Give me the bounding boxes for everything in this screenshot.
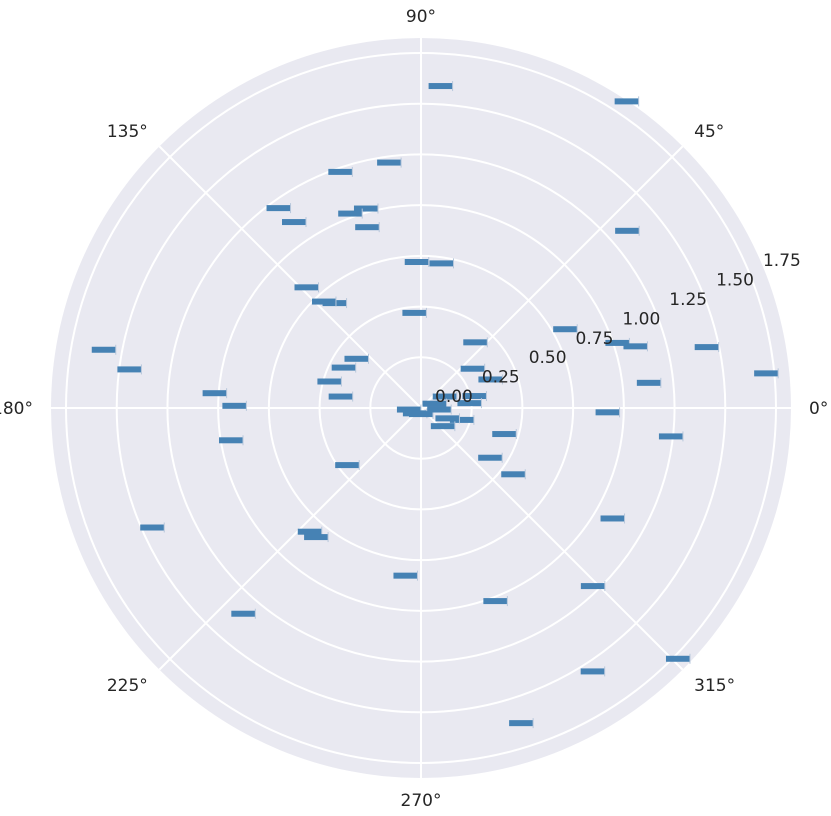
bar-mark-61 <box>427 406 452 413</box>
bar-mark-32 <box>580 668 605 675</box>
bar-mark-5 <box>377 159 402 166</box>
bar-mark-20 <box>328 393 353 400</box>
radial-tick-label-5: 1.25 <box>669 290 707 310</box>
bar-mark-21 <box>202 390 227 397</box>
bar-mark-15 <box>344 355 369 362</box>
bar-mark-17 <box>331 364 356 371</box>
angular-gridline-3 <box>158 145 422 409</box>
bar-mark-47 <box>462 393 487 400</box>
bar-mark-36 <box>478 454 503 461</box>
grid-lines <box>51 38 791 778</box>
angle-tick-label-1: 45° <box>694 122 724 142</box>
bar-mark-26 <box>297 528 322 535</box>
bar-mark-7 <box>355 224 380 231</box>
bar-mark-11 <box>404 259 429 266</box>
radial-tick-label-0: 0.00 <box>435 387 473 407</box>
bar-mark-30 <box>509 720 534 727</box>
bar-mark-16 <box>294 284 319 291</box>
bar-mark-50 <box>460 365 485 372</box>
bar-mark-12 <box>282 219 307 226</box>
bar-mark-49 <box>463 339 488 346</box>
radial-tick-label-6: 1.50 <box>716 271 754 291</box>
angular-gridline-7 <box>420 407 684 671</box>
bar-mark-58 <box>408 411 433 418</box>
angle-tick-label-7: 315° <box>694 676 735 696</box>
bar-mark-0 <box>614 98 639 105</box>
bar-mark-43 <box>605 339 630 346</box>
bar-mark-46 <box>754 370 779 377</box>
bar-mark-18 <box>91 346 116 353</box>
bar-mark-19 <box>117 366 142 373</box>
data-marks <box>91 81 779 729</box>
angle-tick-label-0: 0° <box>809 399 828 419</box>
bar-mark-3 <box>615 227 640 234</box>
bar-mark-4 <box>428 83 453 90</box>
bar-mark-40 <box>595 409 620 416</box>
angle-tick-label-2: 90° <box>406 7 436 27</box>
bar-mark-2 <box>402 309 427 316</box>
bar-mark-42 <box>636 379 661 386</box>
bar-mark-10 <box>328 168 353 175</box>
bar-mark-14 <box>311 298 336 305</box>
bar-mark-35 <box>501 471 526 478</box>
angle-tick-label-5: 225° <box>107 676 148 696</box>
bar-mark-23 <box>219 437 244 444</box>
bar-mark-31 <box>483 598 508 605</box>
bar-mark-37 <box>492 431 517 438</box>
bar-mark-52 <box>317 378 342 385</box>
bar-mark-41 <box>658 433 683 440</box>
bar-mark-8 <box>266 205 291 212</box>
bar-mark-25 <box>335 462 360 469</box>
angle-tick-label-6: 270° <box>401 791 442 811</box>
bar-mark-24 <box>140 524 165 531</box>
bar-mark-9 <box>338 210 363 217</box>
bar-mark-1 <box>553 326 578 333</box>
angle-tick-label-3: 135° <box>107 122 148 142</box>
radial-tick-label-2: 0.50 <box>529 348 567 368</box>
bar-mark-38 <box>600 515 625 522</box>
bar-mark-48 <box>478 376 503 383</box>
bar-mark-29 <box>393 572 418 579</box>
bar-mark-33 <box>580 583 605 590</box>
angular-gridline-1 <box>420 145 684 409</box>
bar-mark-45 <box>694 344 719 351</box>
bar-mark-28 <box>231 610 256 617</box>
angle-tick-label-4: 180° <box>0 399 33 419</box>
radial-tick-labels: 0.00 0.25 0.50 0.75 1.00 1.25 1.50 1.75 <box>435 251 801 407</box>
bar-mark-59 <box>422 400 447 407</box>
bar-mark-39 <box>449 416 474 423</box>
bar-mark-34 <box>665 655 690 662</box>
bar-mark-55 <box>430 423 455 430</box>
radial-tick-label-1: 0.25 <box>482 368 520 388</box>
radial-tick-label-7: 1.75 <box>763 251 801 271</box>
bar-mark-54 <box>457 400 482 407</box>
bar-mark-56 <box>396 406 421 413</box>
bar-mark-60 <box>435 415 460 422</box>
bar-mark-27 <box>304 534 329 541</box>
radial-tick-label-4: 1.00 <box>622 309 660 329</box>
bar-mark-53 <box>432 393 457 400</box>
bar-mark-51 <box>429 260 454 267</box>
bar-mark-6 <box>353 205 378 212</box>
angle-tick-labels: 0° 45° 90° 135° 180° 225° 270° 315° <box>0 7 828 811</box>
angular-gridline-5 <box>158 407 422 671</box>
bar-mark-22 <box>222 402 247 409</box>
radial-tick-label-3: 0.75 <box>576 329 614 349</box>
bar-mark-44 <box>623 343 648 350</box>
